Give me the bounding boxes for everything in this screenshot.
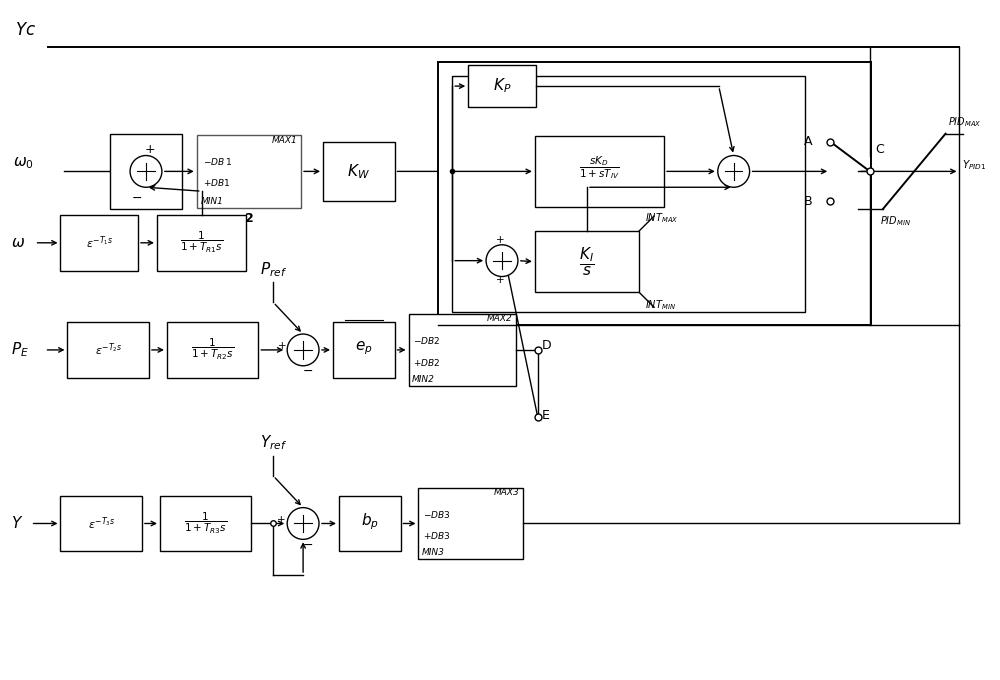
- Text: $Yc$: $Yc$: [15, 20, 36, 39]
- Text: D: D: [542, 339, 551, 352]
- Bar: [160, 496, 251, 551]
- Bar: [60, 496, 142, 551]
- Text: $K_W$: $K_W$: [347, 162, 370, 181]
- Text: $-$: $-$: [131, 190, 143, 204]
- Text: $\dfrac{1}{1+T_{R2}s}$: $\dfrac{1}{1+T_{R2}s}$: [191, 337, 234, 362]
- Text: $-DB2$: $-DB2$: [413, 335, 441, 346]
- Circle shape: [486, 245, 518, 277]
- Text: $-DB3$: $-DB3$: [423, 509, 451, 520]
- Text: $+DB1$: $+DB1$: [203, 177, 230, 188]
- Text: 2: 2: [245, 212, 253, 225]
- Text: $\dfrac{1}{1+T_{R1}s}$: $\dfrac{1}{1+T_{R1}s}$: [180, 231, 223, 255]
- Bar: [333, 322, 395, 377]
- Text: $+DB3$: $+DB3$: [423, 530, 451, 541]
- Text: $Y$: $Y$: [11, 515, 23, 532]
- Text: MAX3: MAX3: [494, 488, 520, 497]
- Bar: [535, 231, 639, 292]
- Bar: [468, 65, 536, 107]
- Text: $\varepsilon^{-T_3 s}$: $\varepsilon^{-T_3 s}$: [88, 515, 115, 532]
- Text: MIN1: MIN1: [201, 197, 224, 206]
- Bar: [167, 322, 258, 377]
- Circle shape: [287, 507, 319, 539]
- Text: $Y_{ref}$: $Y_{ref}$: [260, 433, 287, 452]
- Text: $\varepsilon^{-T_2 s}$: $\varepsilon^{-T_2 s}$: [95, 341, 122, 358]
- Circle shape: [287, 334, 319, 366]
- Bar: [535, 136, 664, 207]
- Text: $+DB2$: $+DB2$: [413, 357, 441, 368]
- Text: +: +: [277, 515, 286, 524]
- Bar: [452, 76, 805, 312]
- Text: $INT_{MAX}$: $INT_{MAX}$: [645, 211, 679, 225]
- Text: $PID_{MAX}$: $PID_{MAX}$: [948, 115, 981, 129]
- Text: $b_p$: $b_p$: [361, 511, 379, 532]
- Text: $\dfrac{sK_D}{1+sT_{IV}}$: $\dfrac{sK_D}{1+sT_{IV}}$: [579, 154, 620, 181]
- Bar: [409, 314, 516, 386]
- Text: MAX1: MAX1: [271, 136, 297, 145]
- Text: $\varepsilon^{-T_1 s}$: $\varepsilon^{-T_1 s}$: [86, 235, 113, 251]
- Text: E: E: [542, 409, 550, 422]
- Text: $-DB\,1$: $-DB\,1$: [203, 156, 232, 167]
- Bar: [339, 496, 401, 551]
- Bar: [438, 63, 871, 325]
- Bar: [157, 215, 246, 271]
- Text: $K_P$: $K_P$: [493, 77, 511, 95]
- Bar: [323, 141, 395, 201]
- Text: MAX2: MAX2: [487, 314, 513, 323]
- Text: $\dfrac{K_I}{s}$: $\dfrac{K_I}{s}$: [579, 245, 595, 278]
- Text: $-$: $-$: [302, 538, 313, 551]
- Text: B: B: [804, 194, 812, 207]
- Text: $\omega$: $\omega$: [11, 235, 25, 250]
- Bar: [67, 322, 149, 377]
- Circle shape: [130, 156, 162, 187]
- Text: $PID_{MIN}$: $PID_{MIN}$: [880, 214, 911, 228]
- Text: +: +: [496, 275, 504, 286]
- Text: $INT_{MIN}$: $INT_{MIN}$: [645, 299, 676, 312]
- Text: +: +: [278, 341, 287, 351]
- Text: +: +: [496, 235, 504, 245]
- Bar: [418, 488, 523, 559]
- Text: A: A: [804, 135, 812, 148]
- Text: $-$: $-$: [302, 364, 313, 377]
- Text: $\dfrac{1}{1+T_{R3}s}$: $\dfrac{1}{1+T_{R3}s}$: [184, 511, 227, 536]
- Text: MIN2: MIN2: [411, 375, 434, 384]
- Bar: [60, 215, 138, 271]
- Text: C: C: [875, 143, 884, 156]
- Text: $\omega_0$: $\omega_0$: [13, 156, 34, 171]
- Text: +: +: [145, 143, 155, 156]
- Text: $P_{ref}$: $P_{ref}$: [260, 260, 287, 279]
- Text: $Y_{PID1}$: $Y_{PID1}$: [962, 158, 987, 172]
- Bar: [110, 134, 182, 209]
- Text: $P_E$: $P_E$: [11, 341, 29, 359]
- Text: $e_p$: $e_p$: [355, 339, 373, 357]
- Bar: [197, 135, 301, 208]
- Circle shape: [718, 156, 750, 187]
- Text: MIN3: MIN3: [421, 548, 444, 557]
